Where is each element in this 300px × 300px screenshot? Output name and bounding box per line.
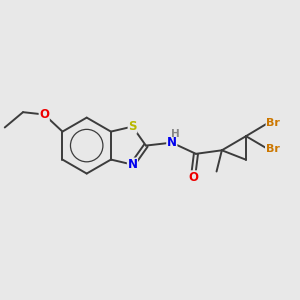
Text: Br: Br [266,118,280,128]
Text: O: O [188,171,198,184]
Text: H: H [171,129,180,140]
Text: N: N [128,158,137,171]
Text: Br: Br [266,144,279,154]
Text: S: S [128,120,137,133]
Text: O: O [39,108,49,121]
Text: N: N [167,136,177,149]
